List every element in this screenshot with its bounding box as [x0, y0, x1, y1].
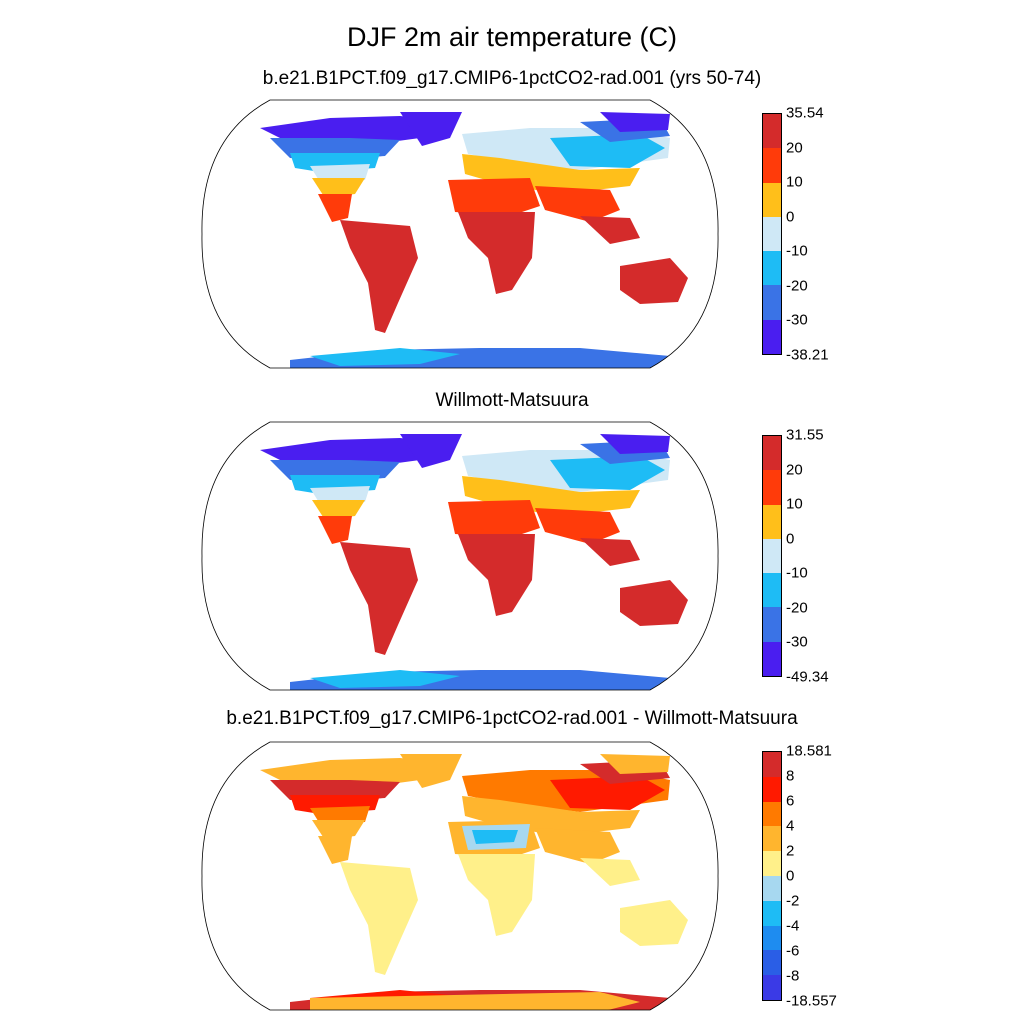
- colorbar-label: -4: [786, 917, 800, 935]
- colorbar-label: 0: [786, 530, 795, 548]
- colorbar-swatch: [763, 538, 781, 574]
- colorbar-swatch: [763, 607, 781, 642]
- colorbar-label: -8: [786, 967, 800, 985]
- colorbar-label: 4: [786, 817, 795, 835]
- colorbar-swatch: [763, 436, 781, 471]
- colorbar-label: 10: [786, 173, 803, 191]
- colorbar-label: -10: [786, 564, 808, 582]
- colorbar-swatch: [763, 925, 781, 951]
- colorbar-swatch: [763, 114, 781, 149]
- colorbar-label: -20: [786, 277, 808, 295]
- panel-2-title: Willmott-Matsuura: [435, 390, 589, 411]
- colorbar-panel-3: [762, 751, 782, 1001]
- colorbar-swatch: [763, 182, 781, 217]
- colorbar-swatch: [763, 851, 781, 876]
- colorbar-label: 20: [786, 139, 803, 157]
- colorbar-label: -10: [786, 242, 808, 260]
- colorbar-label: 31.55: [786, 426, 824, 444]
- colorbar-swatch: [763, 251, 781, 286]
- colorbar-label: -20: [786, 599, 808, 617]
- colorbar-label: 20: [786, 461, 803, 479]
- map-panel-2: [201, 421, 719, 691]
- colorbar-swatch: [763, 285, 781, 320]
- colorbar-panel-2: [762, 435, 782, 677]
- colorbar-swatch: [763, 950, 781, 976]
- colorbar-swatch: [763, 641, 781, 676]
- colorbar-swatch: [763, 826, 781, 852]
- colorbar-label: 0: [786, 867, 795, 885]
- colorbar-label: 0: [786, 208, 795, 226]
- colorbar-label: 2: [786, 842, 795, 860]
- colorbar-label: -18.557: [786, 992, 837, 1010]
- colorbar-label: 6: [786, 792, 795, 810]
- colorbar-swatch: [763, 801, 781, 827]
- colorbar-label: 35.54: [786, 104, 824, 122]
- colorbar-swatch: [763, 216, 781, 252]
- colorbar-label: 8: [786, 767, 795, 785]
- map-panel-3: [201, 741, 719, 1011]
- colorbar-label: -2: [786, 892, 800, 910]
- figure-title: DJF 2m air temperature (C): [346, 22, 678, 52]
- colorbar-swatch: [763, 875, 781, 901]
- colorbar-label: 10: [786, 495, 803, 513]
- colorbar-label: -30: [786, 311, 808, 329]
- colorbar-swatch: [763, 148, 781, 183]
- colorbar-swatch: [763, 975, 781, 1000]
- colorbar-swatch: [763, 504, 781, 539]
- colorbar-label: 18.581: [786, 742, 832, 760]
- colorbar-label: -49.34: [786, 668, 829, 686]
- colorbar-swatch: [763, 573, 781, 608]
- panel-1-title: b.e21.B1PCT.f09_g17.CMIP6-1pctCO2-rad.00…: [262, 68, 762, 89]
- colorbar-swatch: [763, 776, 781, 802]
- map-panel-1: [201, 99, 719, 369]
- colorbar-label: -38.21: [786, 346, 829, 364]
- colorbar-swatch: [763, 752, 781, 777]
- colorbar-panel-1: [762, 113, 782, 355]
- panel-3-title: b.e21.B1PCT.f09_g17.CMIP6-1pctCO2-rad.00…: [226, 708, 798, 729]
- colorbar-swatch: [763, 470, 781, 505]
- colorbar-swatch: [763, 900, 781, 926]
- colorbar-label: -30: [786, 633, 808, 651]
- colorbar-swatch: [763, 319, 781, 354]
- colorbar-label: -6: [786, 942, 800, 960]
